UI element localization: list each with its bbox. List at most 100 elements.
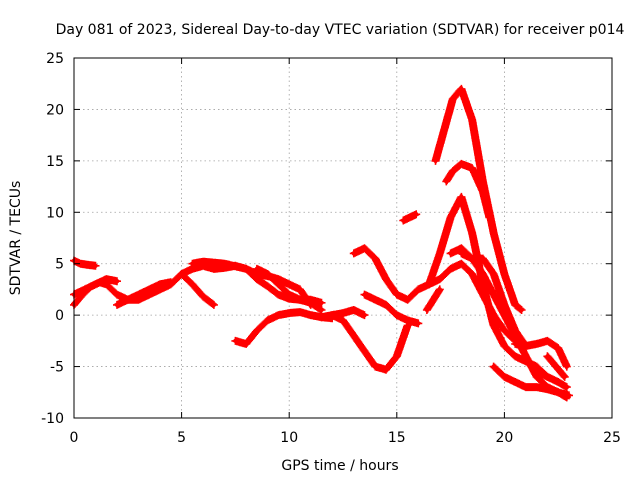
data-point xyxy=(287,282,292,287)
data-point xyxy=(211,266,217,272)
data-point xyxy=(383,276,389,282)
data-point xyxy=(82,287,87,292)
series-track-21 xyxy=(511,336,571,371)
data-point xyxy=(114,292,120,297)
data-point xyxy=(93,263,98,268)
data-point xyxy=(319,300,324,305)
data-point xyxy=(340,310,346,316)
data-point xyxy=(469,165,475,171)
x-tick-label: 10 xyxy=(280,430,298,446)
data-point xyxy=(448,266,453,272)
data-point xyxy=(459,161,464,167)
data-point xyxy=(519,307,524,313)
data-point xyxy=(297,309,303,315)
data-point xyxy=(459,246,464,251)
series-track-17 xyxy=(442,159,494,222)
data-point xyxy=(276,282,281,287)
series-track-10 xyxy=(328,306,369,320)
data-point xyxy=(437,251,443,256)
data-point xyxy=(297,297,303,302)
data-point xyxy=(512,302,518,308)
data-point xyxy=(276,292,281,297)
data-point xyxy=(254,328,260,333)
y-tick-label: 5 xyxy=(55,257,64,273)
data-point xyxy=(480,256,486,261)
data-point xyxy=(512,328,518,333)
data-point xyxy=(243,341,249,347)
data-point xyxy=(405,318,410,323)
data-point xyxy=(487,215,492,220)
data-point xyxy=(78,261,83,266)
axis-ticks: 0 5 10 15 20 25 -10 -5 0 5 10 15 20 25 xyxy=(41,51,621,446)
series-markers xyxy=(177,270,218,309)
data-point xyxy=(431,297,436,302)
data-point xyxy=(222,261,227,266)
data-point xyxy=(545,374,550,380)
data-point xyxy=(491,271,496,277)
data-point xyxy=(502,328,507,333)
data-point xyxy=(545,338,550,344)
data-point xyxy=(491,230,496,236)
data-point xyxy=(491,323,496,328)
y-tick-label: 25 xyxy=(46,51,64,67)
data-point xyxy=(373,256,378,261)
data-point xyxy=(147,287,152,292)
data-point xyxy=(401,218,406,223)
data-point xyxy=(459,261,464,266)
data-point xyxy=(502,302,507,308)
data-point xyxy=(469,230,475,236)
data-point xyxy=(362,292,367,297)
data-series xyxy=(70,84,573,402)
data-point xyxy=(562,374,567,380)
data-point xyxy=(480,271,486,277)
data-point xyxy=(383,367,389,372)
data-point xyxy=(545,354,550,359)
chart-title: Day 081 of 2023, Sidereal Day-to-day VTE… xyxy=(56,22,625,38)
data-point xyxy=(450,168,455,174)
data-point xyxy=(469,117,475,122)
data-point xyxy=(444,179,449,184)
data-point xyxy=(437,276,443,282)
y-tick-label: -10 xyxy=(41,411,64,427)
series-track-05 xyxy=(177,270,218,309)
series-track-24 xyxy=(422,285,444,314)
data-point xyxy=(564,384,570,390)
data-point xyxy=(125,297,130,302)
data-point xyxy=(265,318,270,323)
data-point xyxy=(362,312,367,318)
x-tick-label: 20 xyxy=(495,430,513,446)
data-point xyxy=(448,215,453,220)
y-tick-label: 10 xyxy=(46,205,64,221)
data-point xyxy=(564,364,570,369)
data-point xyxy=(566,393,572,398)
data-point xyxy=(523,354,529,359)
series-track-09 xyxy=(317,311,412,374)
data-point xyxy=(179,271,184,277)
data-point xyxy=(556,379,561,385)
data-point xyxy=(394,292,399,297)
y-tick-label: 0 xyxy=(55,308,64,324)
y-tick-label: 20 xyxy=(46,102,64,118)
data-point xyxy=(200,294,206,299)
data-point xyxy=(373,364,378,369)
data-point xyxy=(426,282,432,287)
x-tick-label: 25 xyxy=(603,430,621,446)
series-track-20 xyxy=(489,362,573,400)
data-point xyxy=(104,276,109,282)
data-point xyxy=(168,280,174,285)
data-point xyxy=(265,284,270,289)
x-tick-label: 0 xyxy=(70,430,79,446)
data-point xyxy=(502,374,507,380)
data-point xyxy=(157,282,163,287)
series-track-22 xyxy=(532,367,571,392)
data-point xyxy=(437,287,443,292)
data-point xyxy=(373,297,378,302)
data-point xyxy=(469,256,475,261)
data-point xyxy=(534,341,539,347)
data-point xyxy=(413,212,419,217)
data-point xyxy=(254,266,260,272)
data-point xyxy=(491,364,496,369)
data-point xyxy=(553,364,559,369)
series-track-13 xyxy=(399,210,421,225)
